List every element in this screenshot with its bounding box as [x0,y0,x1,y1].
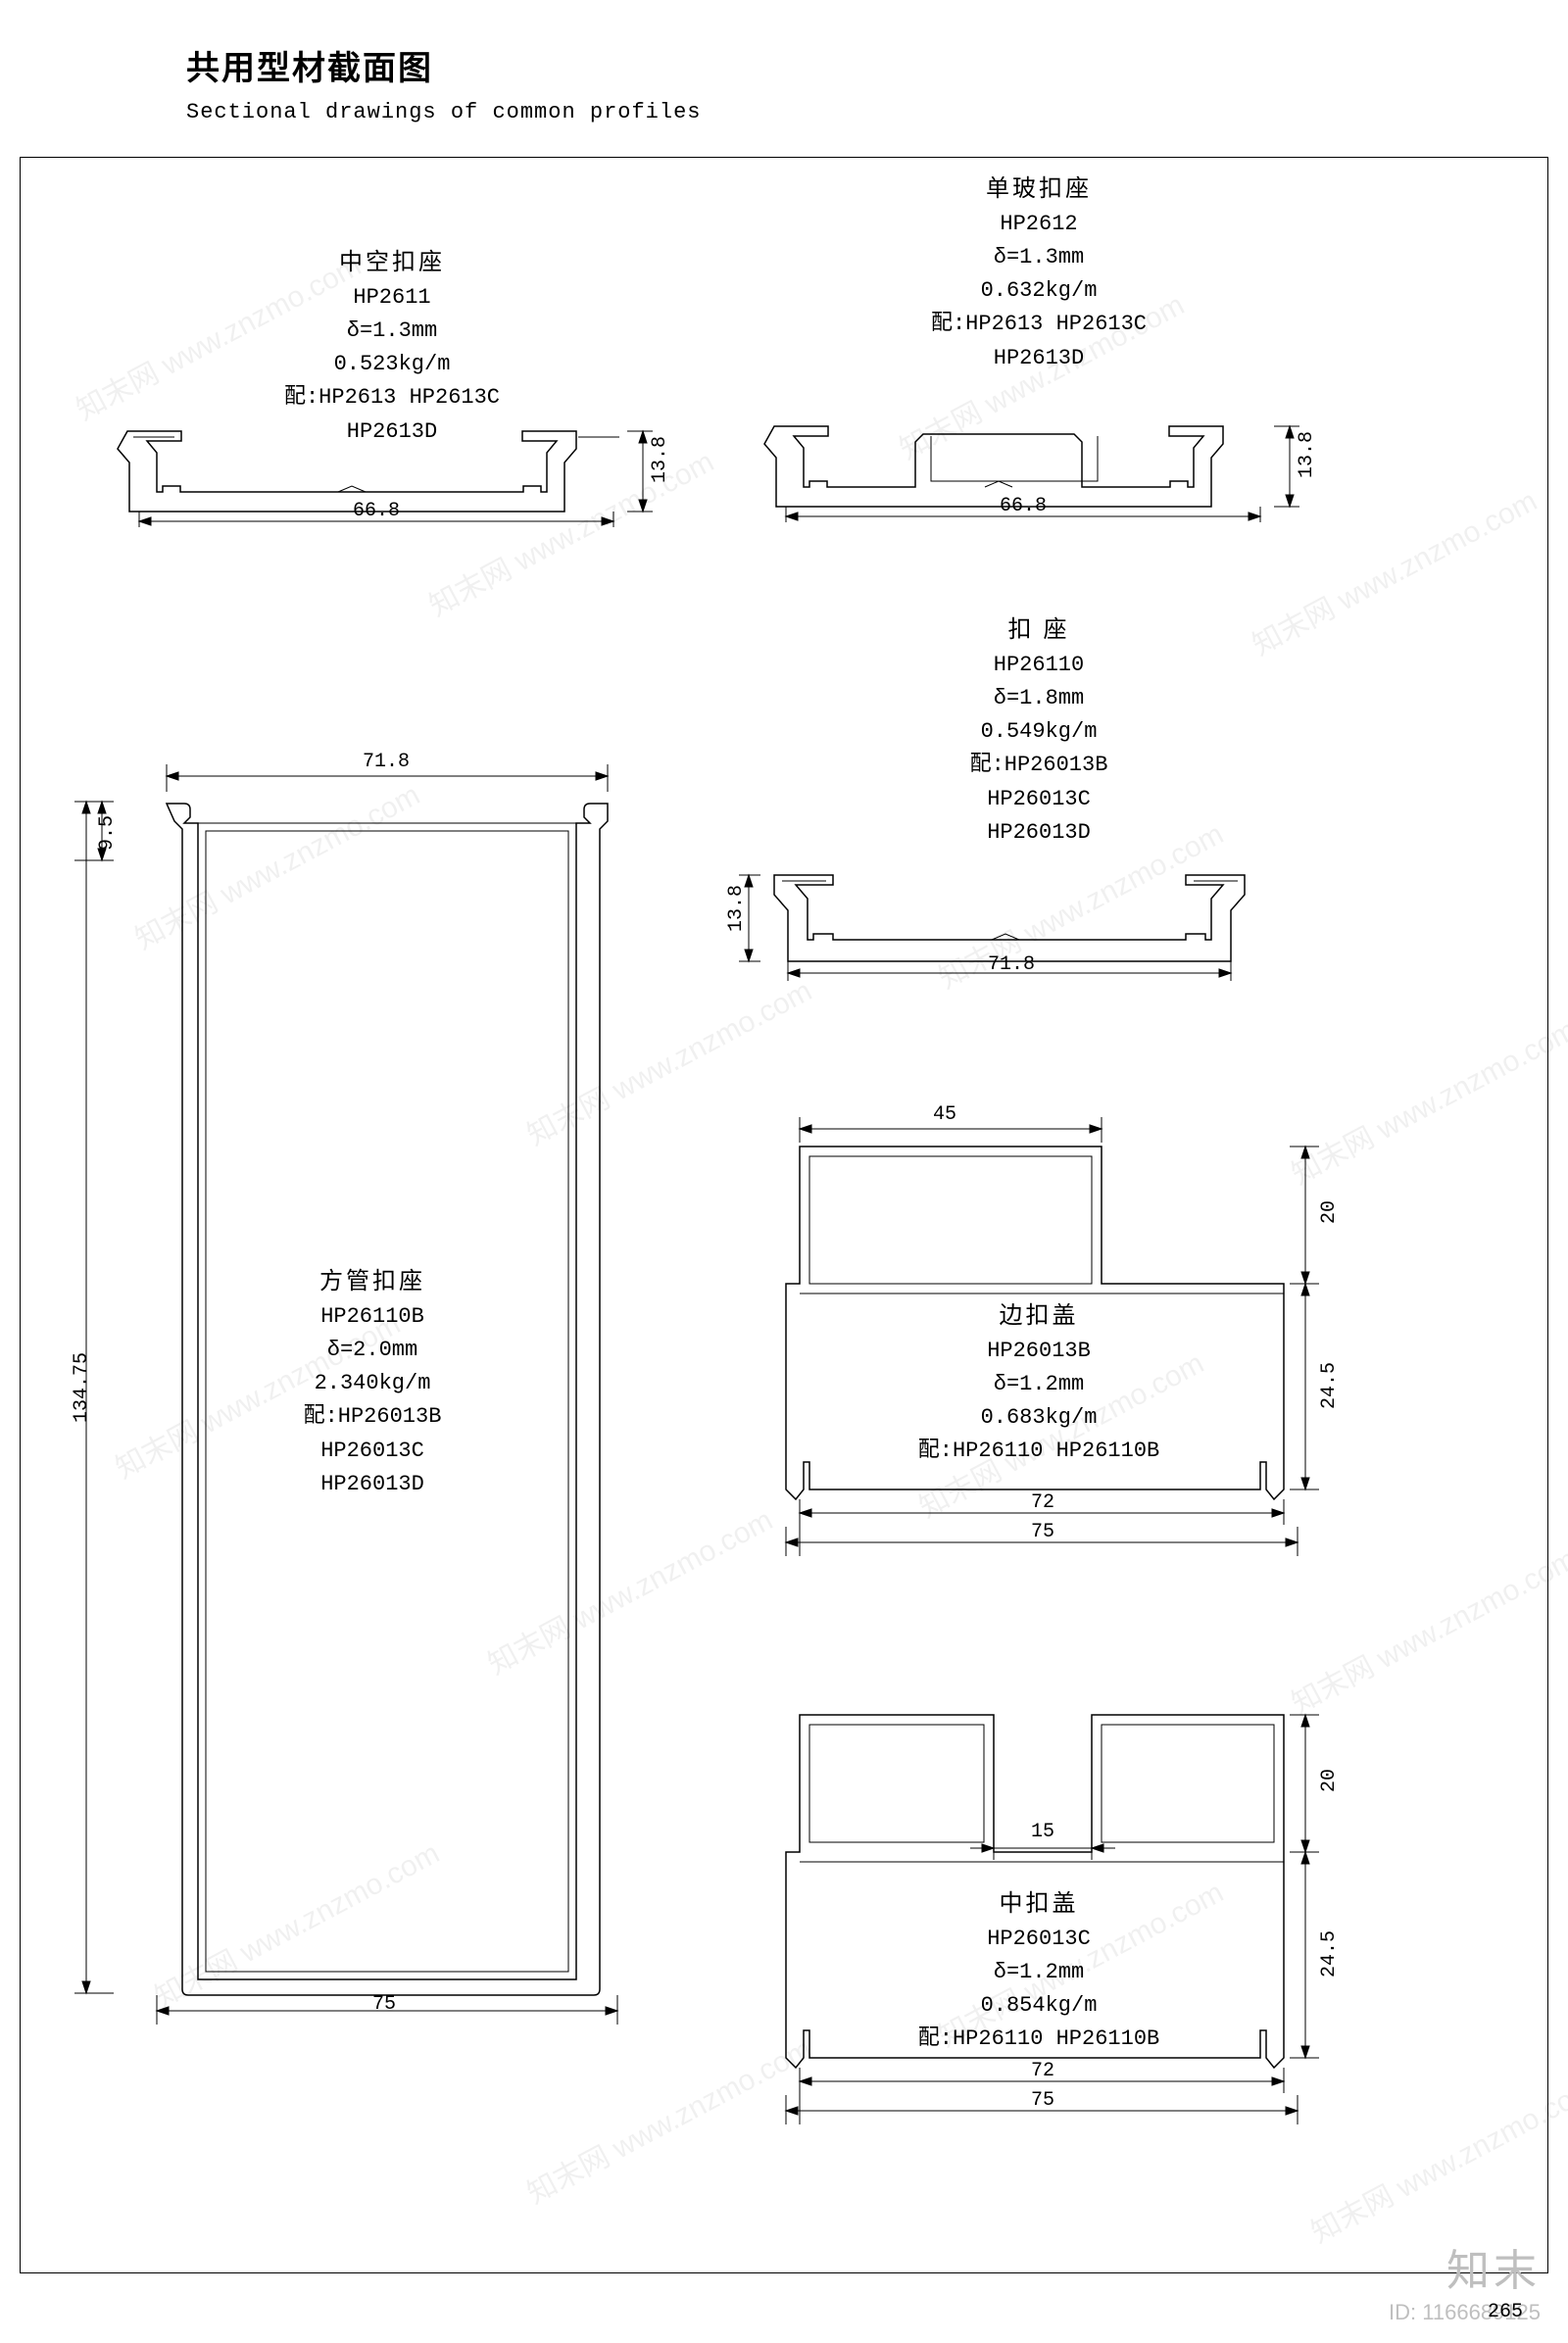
hp26013c-dim-h2: 24.5 [1318,1930,1341,1977]
hp26110-weight: 0.549kg/m [902,715,1176,749]
hp2611-code: HP2611 [255,281,529,315]
hp26013b-dim-h1: 20 [1318,1200,1341,1224]
hp2612-dim-h: 13.8 [1296,431,1318,478]
hp26013c-dim-outer: 75 [1031,2089,1054,2112]
hp2611-dim-h: 13.8 [649,436,671,483]
hp26013c-dim-h1: 20 [1318,1769,1341,1792]
profile-hp2612: 单玻扣座 HP2612 δ=1.3mm 0.632kg/m 配:HP2613 H… [725,171,1352,534]
hp26110b-dim-wbot: 75 [372,1993,396,2016]
hp26110b-drawing [127,764,647,2117]
hp26110b-dim-htop: 9.5 [96,815,119,851]
hp26013b-dim-inner: 72 [1031,1491,1054,1514]
hp2611-delta: δ=1.3mm [255,315,529,348]
hp2612-mate2: HP2613D [902,342,1176,375]
hp26013c-dim-gap: 15 [1031,1821,1054,1843]
hp26110-mate3: HP26013D [902,816,1176,850]
page-number: 265 [1488,2301,1523,2323]
hp26013c-dim-inner: 72 [1031,2060,1054,2082]
hp26110b-dim-wtop: 71.8 [363,751,410,773]
profile-hp26110b: 方管扣座 HP26110B δ=2.0mm 2.340kg/m 配:HP2601… [59,706,686,2156]
profile-hp26110: 扣 座 HP26110 δ=1.8mm 0.549kg/m 配:HP26013B… [725,612,1352,1004]
profile-hp2611: 中空扣座 HP2611 δ=1.3mm 0.523kg/m 配:HP2613 H… [78,225,706,539]
hp26110b-dim-hfull: 134.75 [71,1352,93,1423]
hp2611-name: 中空扣座 [255,245,529,281]
profile-hp26013b: 边扣盖 HP26013B δ=1.2mm 0.683kg/m 配:HP26110… [725,1078,1372,1587]
hp26110-mate1: 配:HP26013B [902,749,1176,782]
hp2612-dim-w: 66.8 [1000,495,1047,517]
hp2611-weight: 0.523kg/m [255,348,529,381]
hp2611-dim-w: 66.8 [353,500,400,522]
hp26110-code: HP26110 [902,649,1176,682]
hp26110-mate2: HP26013C [902,783,1176,816]
hp2612-name: 单玻扣座 [902,171,1176,208]
hp26110-name: 扣 座 [902,612,1176,649]
profile-hp26013c: 中扣盖 HP26013C δ=1.2mm 0.854kg/m 配:HP26110… [725,1666,1372,2175]
hp2612-weight: 0.632kg/m [902,274,1176,308]
page-title-cn: 共用型材截面图 [186,41,433,89]
hp2612-delta: δ=1.3mm [902,241,1176,274]
hp2612-mate1: 配:HP2613 HP2613C [902,308,1176,341]
hp2612-code: HP2612 [902,208,1176,241]
footer-brand: 知末 [1446,2235,1541,2298]
hp2612-spec: 单玻扣座 HP2612 δ=1.3mm 0.632kg/m 配:HP2613 H… [902,171,1176,375]
hp26013b-dim-outer: 75 [1031,1521,1054,1543]
hp26110-drawing [764,857,1323,985]
hp2611-mate1: 配:HP2613 HP2613C [255,381,529,415]
hp26110-spec: 扣 座 HP26110 δ=1.8mm 0.549kg/m 配:HP26013B… [902,612,1176,850]
hp26110-dim-w: 71.8 [988,953,1035,976]
hp26013b-dim-h2: 24.5 [1318,1362,1341,1409]
page-title-en: Sectional drawings of common profiles [186,100,701,124]
hp26110-dim-h: 13.8 [725,885,748,932]
hp26013b-dim-top: 45 [933,1103,956,1126]
hp26110-delta: δ=1.8mm [902,682,1176,715]
